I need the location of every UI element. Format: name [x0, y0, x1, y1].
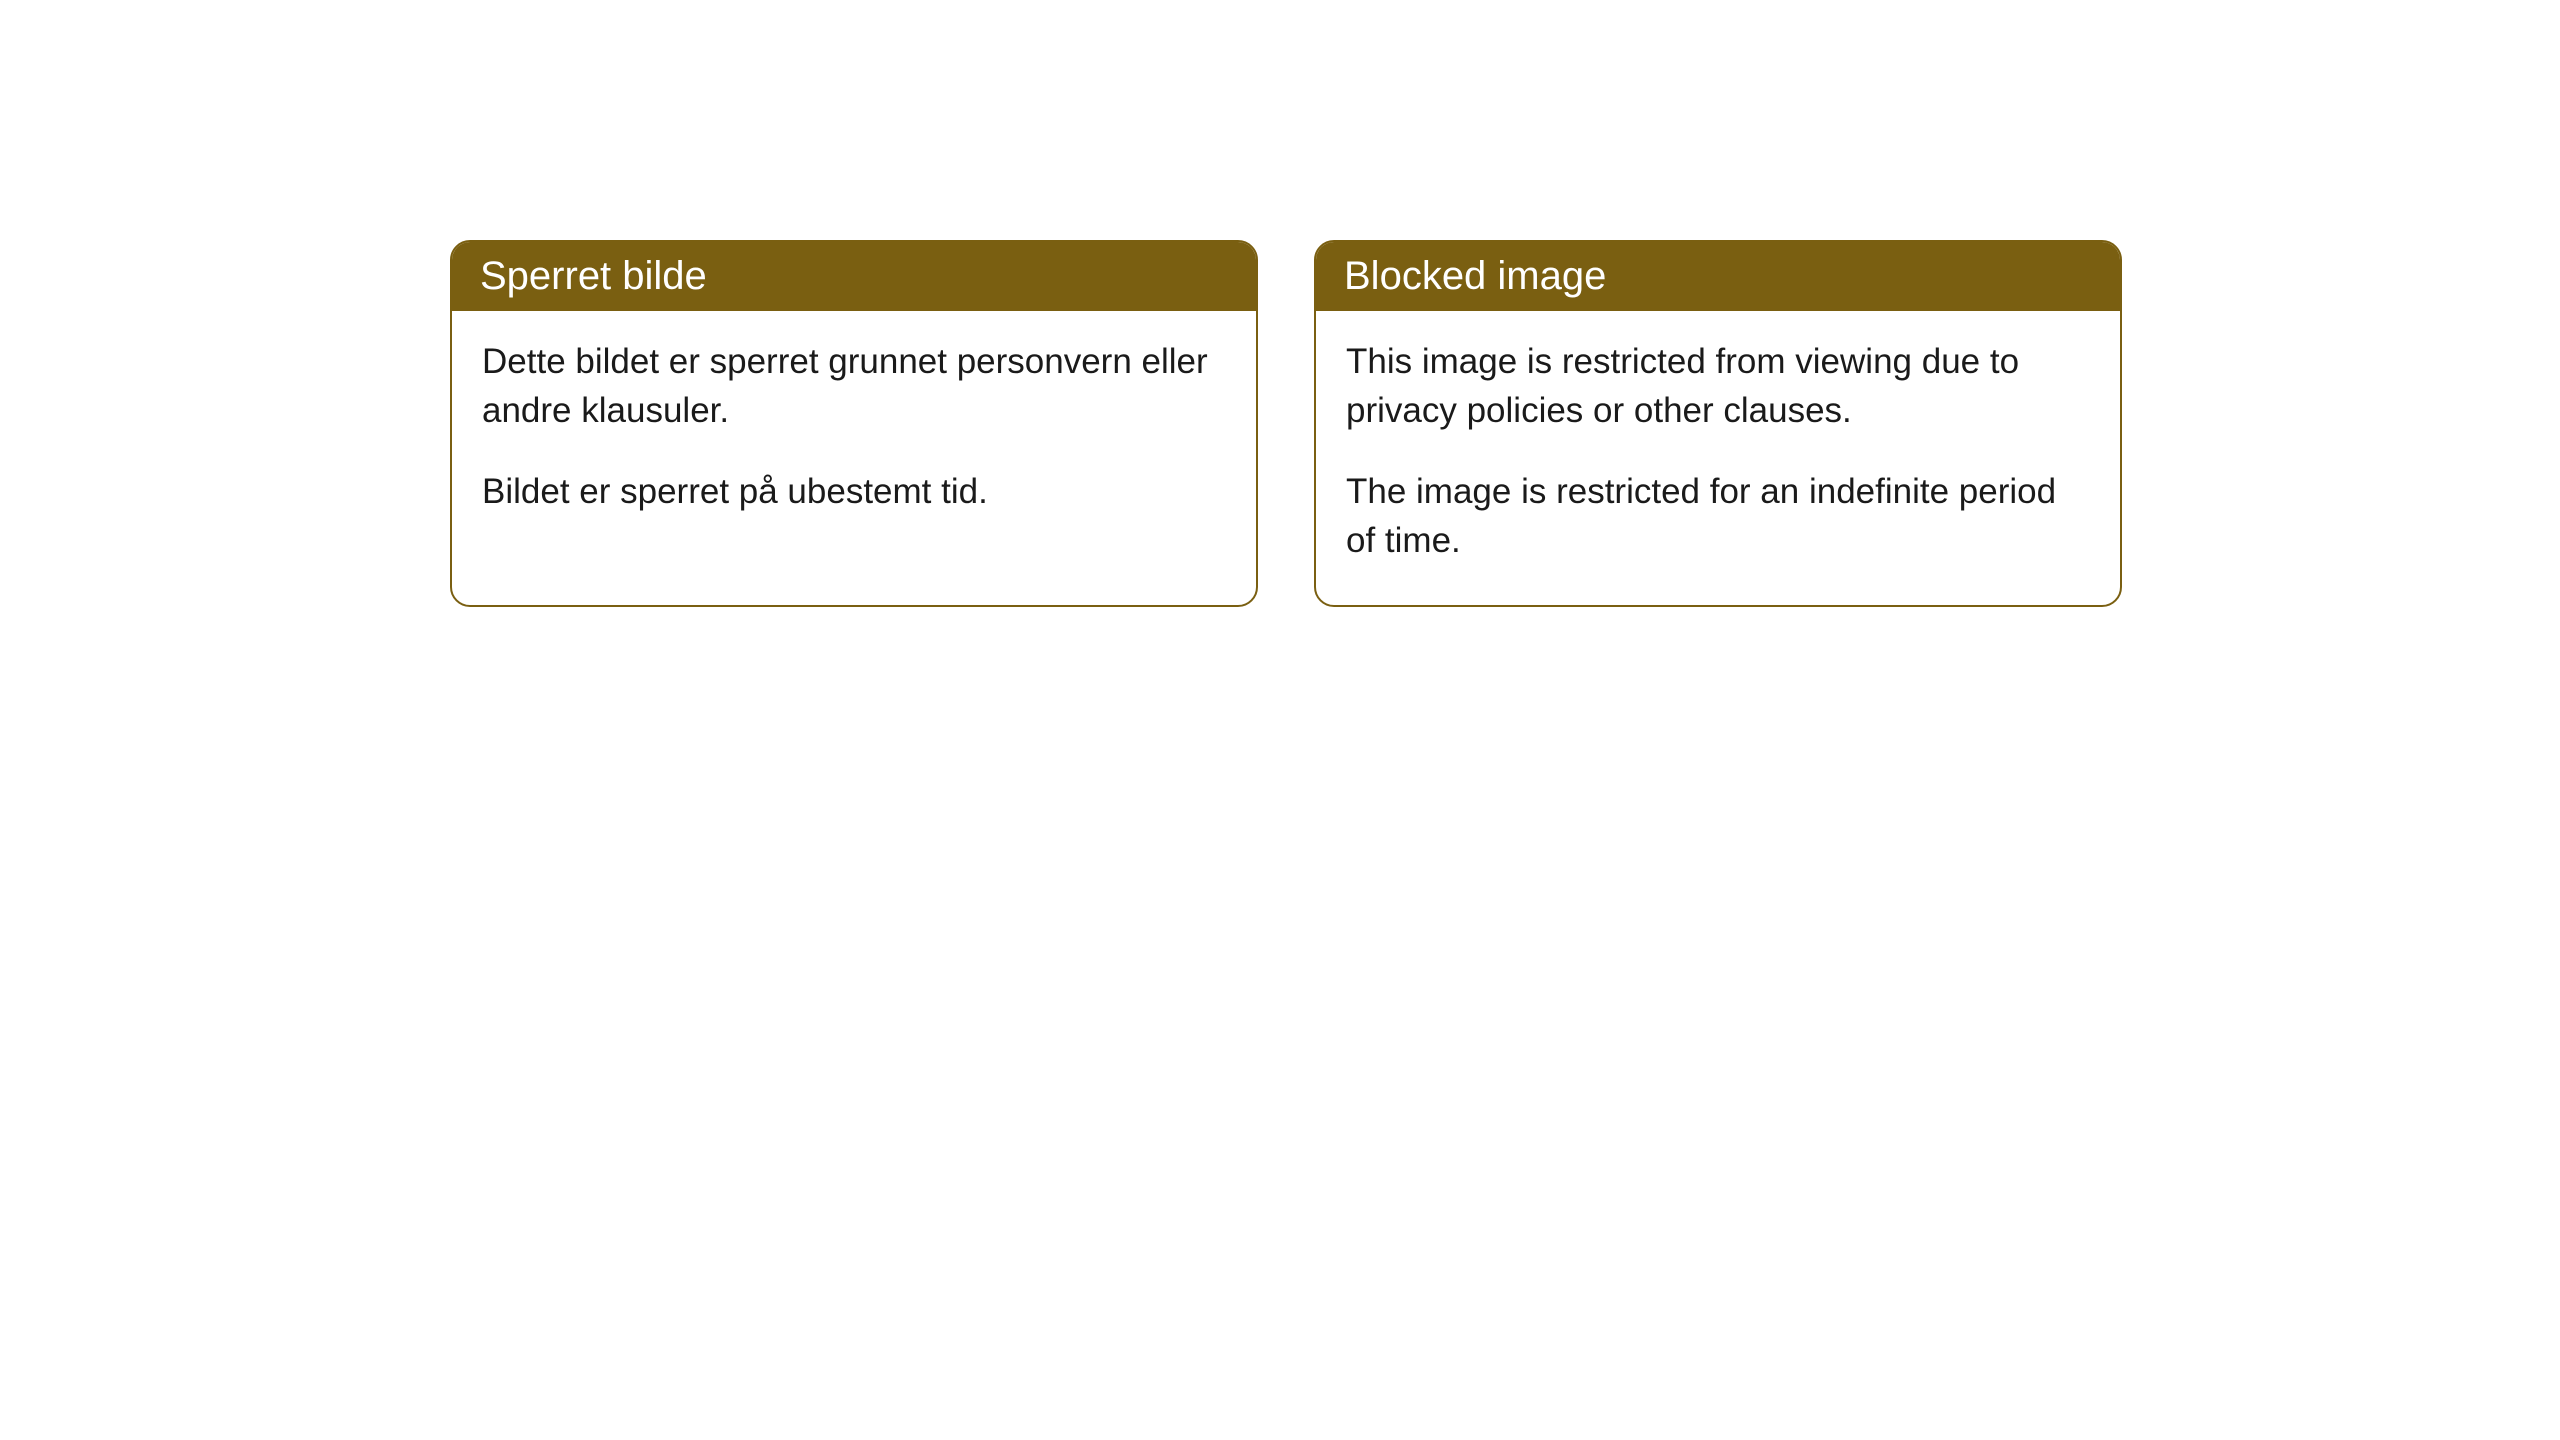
- panel-header-english: Blocked image: [1316, 242, 2120, 311]
- blocked-image-panel-norwegian: Sperret bilde Dette bildet er sperret gr…: [450, 240, 1258, 607]
- panels-container: Sperret bilde Dette bildet er sperret gr…: [0, 0, 2560, 607]
- panel-text-2-norwegian: Bildet er sperret på ubestemt tid.: [482, 467, 1226, 516]
- panel-text-1-norwegian: Dette bildet er sperret grunnet personve…: [482, 337, 1226, 435]
- panel-text-2-english: The image is restricted for an indefinit…: [1346, 467, 2090, 565]
- panel-header-norwegian: Sperret bilde: [452, 242, 1256, 311]
- panel-text-1-english: This image is restricted from viewing du…: [1346, 337, 2090, 435]
- blocked-image-panel-english: Blocked image This image is restricted f…: [1314, 240, 2122, 607]
- panel-body-english: This image is restricted from viewing du…: [1316, 311, 2120, 605]
- panel-body-norwegian: Dette bildet er sperret grunnet personve…: [452, 311, 1256, 556]
